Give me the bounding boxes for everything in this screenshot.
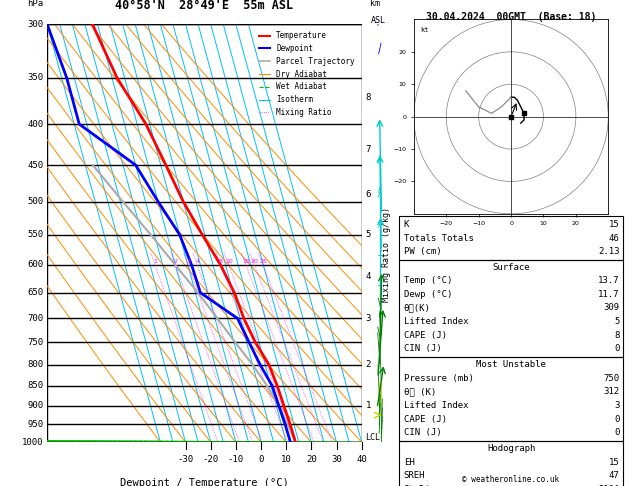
Text: 750: 750	[603, 374, 620, 383]
Text: CAPE (J): CAPE (J)	[404, 415, 447, 424]
Text: 3: 3	[365, 314, 371, 323]
Text: 13.7: 13.7	[598, 276, 620, 285]
Text: 0: 0	[614, 415, 620, 424]
Text: Temp (°C): Temp (°C)	[404, 276, 452, 285]
Text: SREH: SREH	[404, 471, 425, 481]
Text: kt: kt	[420, 27, 429, 34]
Text: Hodograph: Hodograph	[487, 444, 535, 453]
Text: 2.13: 2.13	[598, 247, 620, 256]
Text: 2: 2	[365, 360, 371, 369]
Text: -30: -30	[177, 455, 194, 464]
Text: 3: 3	[614, 401, 620, 410]
Text: EH: EH	[404, 458, 415, 467]
Text: 950: 950	[27, 420, 43, 429]
Text: 850: 850	[27, 382, 43, 390]
Text: 1: 1	[365, 401, 371, 410]
Text: Surface: Surface	[493, 262, 530, 272]
Legend: Temperature, Dewpoint, Parcel Trajectory, Dry Adiabat, Wet Adiabat, Isotherm, Mi: Temperature, Dewpoint, Parcel Trajectory…	[255, 28, 358, 120]
Text: 800: 800	[27, 360, 43, 369]
Text: 16: 16	[242, 259, 250, 263]
Text: 4: 4	[196, 259, 199, 263]
Text: CIN (J): CIN (J)	[404, 428, 442, 437]
Text: 450: 450	[27, 160, 43, 170]
Text: Lifted Index: Lifted Index	[404, 317, 469, 326]
Text: 30: 30	[331, 455, 342, 464]
Text: -20: -20	[203, 455, 219, 464]
Text: 400: 400	[27, 120, 43, 129]
Text: hPa: hPa	[27, 0, 43, 8]
Text: 10: 10	[225, 259, 233, 263]
Text: CAPE (J): CAPE (J)	[404, 330, 447, 340]
Text: 900: 900	[27, 401, 43, 410]
Text: 0: 0	[614, 344, 620, 353]
Text: 30.04.2024  00GMT  (Base: 18): 30.04.2024 00GMT (Base: 18)	[426, 12, 596, 22]
Text: ASL: ASL	[370, 16, 386, 25]
Text: 650: 650	[27, 288, 43, 297]
Text: km: km	[370, 0, 381, 8]
Text: 600: 600	[27, 260, 43, 269]
Text: 5: 5	[365, 230, 371, 239]
Text: 1000: 1000	[22, 438, 43, 447]
Text: 300: 300	[27, 20, 43, 29]
Text: 1: 1	[153, 259, 157, 263]
Text: 15: 15	[609, 458, 620, 467]
Text: LCL: LCL	[365, 433, 381, 441]
Text: 25: 25	[259, 259, 267, 263]
Text: StmDir: StmDir	[404, 485, 436, 486]
Text: 15: 15	[609, 220, 620, 229]
Text: © weatheronline.co.uk: © weatheronline.co.uk	[462, 474, 560, 484]
Text: 7: 7	[365, 145, 371, 154]
Text: Totals Totals: Totals Totals	[404, 234, 474, 243]
Text: PW (cm): PW (cm)	[404, 247, 442, 256]
Text: 550: 550	[27, 230, 43, 239]
Text: 47: 47	[609, 471, 620, 481]
Text: 3: 3	[186, 259, 190, 263]
Text: 700: 700	[27, 314, 43, 323]
Text: K: K	[404, 220, 409, 229]
Text: 312: 312	[603, 387, 620, 397]
Text: 46: 46	[609, 234, 620, 243]
Text: 0: 0	[259, 455, 264, 464]
Text: 219°: 219°	[598, 485, 620, 486]
Text: -10: -10	[228, 455, 244, 464]
Text: 5: 5	[614, 317, 620, 326]
Text: 8: 8	[219, 259, 223, 263]
Text: Dewpoint / Temperature (°C): Dewpoint / Temperature (°C)	[120, 478, 289, 486]
Text: 0: 0	[614, 428, 620, 437]
Text: 20: 20	[306, 455, 317, 464]
Text: Mixing Ratio (g/kg): Mixing Ratio (g/kg)	[382, 207, 391, 302]
Text: 350: 350	[27, 73, 43, 82]
Text: 20: 20	[251, 259, 259, 263]
Text: 750: 750	[27, 338, 43, 347]
Text: θᴇ(K): θᴇ(K)	[404, 303, 431, 312]
Text: CIN (J): CIN (J)	[404, 344, 442, 353]
Text: Dewp (°C): Dewp (°C)	[404, 290, 452, 299]
Text: θᴇ (K): θᴇ (K)	[404, 387, 436, 397]
Text: 8: 8	[365, 93, 371, 102]
Text: 8: 8	[614, 330, 620, 340]
Text: Pressure (mb): Pressure (mb)	[404, 374, 474, 383]
Text: 11.7: 11.7	[598, 290, 620, 299]
Text: Lifted Index: Lifted Index	[404, 401, 469, 410]
Text: 40°58'N  28°49'E  55m ASL: 40°58'N 28°49'E 55m ASL	[115, 0, 294, 12]
Text: Most Unstable: Most Unstable	[476, 360, 546, 369]
Text: 2: 2	[174, 259, 177, 263]
Text: 500: 500	[27, 197, 43, 206]
Text: 6: 6	[365, 190, 371, 199]
Text: 4: 4	[365, 272, 371, 281]
Text: 10: 10	[281, 455, 292, 464]
Text: 40: 40	[356, 455, 367, 464]
Text: 309: 309	[603, 303, 620, 312]
